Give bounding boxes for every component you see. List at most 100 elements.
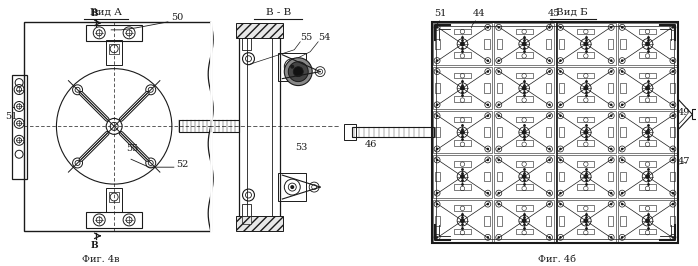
Circle shape [621, 236, 623, 239]
Circle shape [559, 236, 562, 239]
Bar [558, 83, 564, 93]
Circle shape [498, 59, 500, 62]
Circle shape [487, 103, 489, 106]
Bar [431, 22, 678, 243]
Bar [621, 127, 625, 137]
Circle shape [460, 174, 465, 179]
Bar [556, 23, 616, 65]
Circle shape [498, 148, 500, 150]
Bar [179, 120, 239, 132]
Circle shape [548, 70, 551, 73]
Circle shape [671, 159, 674, 161]
Circle shape [559, 103, 562, 106]
Bar [454, 73, 471, 78]
Circle shape [645, 174, 650, 179]
Bar [608, 83, 613, 93]
Bar [454, 52, 471, 57]
Bar [558, 39, 564, 49]
Bar [87, 25, 142, 41]
Circle shape [671, 192, 674, 194]
Bar [484, 127, 490, 137]
Circle shape [621, 59, 623, 62]
Circle shape [584, 130, 588, 135]
Bar [556, 200, 616, 242]
Bar [494, 200, 554, 242]
Circle shape [487, 114, 489, 117]
Bar [435, 39, 440, 49]
Circle shape [436, 236, 438, 239]
Bar [639, 140, 656, 146]
Circle shape [436, 159, 438, 161]
Circle shape [548, 236, 551, 239]
Bar [621, 83, 625, 93]
Bar [435, 172, 440, 181]
Circle shape [436, 70, 438, 73]
Circle shape [284, 58, 312, 86]
Circle shape [621, 26, 623, 29]
Bar [639, 185, 656, 190]
Bar [454, 140, 471, 146]
Circle shape [621, 203, 623, 205]
Text: 47: 47 [678, 157, 690, 166]
Circle shape [621, 70, 623, 73]
Bar [24, 22, 211, 231]
Circle shape [610, 114, 613, 117]
Text: 53: 53 [295, 143, 308, 152]
Bar [577, 117, 595, 122]
Circle shape [548, 203, 551, 205]
Bar [577, 185, 595, 190]
Circle shape [498, 159, 500, 161]
Circle shape [487, 159, 489, 161]
Bar [484, 39, 490, 49]
Circle shape [498, 103, 500, 106]
Circle shape [288, 62, 309, 82]
Circle shape [460, 218, 465, 223]
Bar [669, 172, 675, 181]
Bar [433, 111, 492, 153]
Bar [494, 67, 554, 109]
Bar [433, 200, 492, 242]
Circle shape [487, 203, 489, 205]
Circle shape [610, 236, 613, 239]
Bar [235, 23, 283, 38]
Bar [352, 127, 433, 137]
Circle shape [487, 26, 489, 29]
Bar [577, 52, 595, 57]
Circle shape [645, 130, 650, 135]
Circle shape [621, 114, 623, 117]
Bar [494, 155, 554, 198]
Circle shape [548, 103, 551, 106]
Circle shape [460, 86, 465, 91]
Circle shape [548, 59, 551, 62]
Bar [621, 172, 625, 181]
Circle shape [559, 192, 562, 194]
Bar [608, 127, 613, 137]
Text: Фиг. 4б: Фиг. 4б [538, 255, 576, 264]
Bar [577, 28, 595, 34]
Circle shape [548, 114, 551, 117]
Circle shape [610, 192, 613, 194]
Circle shape [671, 26, 674, 29]
Circle shape [521, 130, 526, 135]
Bar [577, 96, 595, 102]
Circle shape [671, 114, 674, 117]
Circle shape [559, 148, 562, 150]
Bar [12, 75, 27, 179]
Circle shape [621, 103, 623, 106]
Circle shape [584, 86, 588, 91]
Circle shape [584, 174, 588, 179]
Bar [639, 161, 656, 167]
Bar [546, 127, 551, 137]
Bar [577, 73, 595, 78]
Circle shape [487, 59, 489, 62]
Text: В - В: В - В [266, 8, 291, 17]
Bar [239, 35, 281, 219]
Bar [454, 161, 471, 167]
Bar [577, 205, 595, 211]
Circle shape [559, 70, 562, 73]
Bar [516, 161, 533, 167]
Circle shape [498, 203, 500, 205]
Circle shape [548, 148, 551, 150]
Circle shape [584, 41, 588, 46]
Circle shape [610, 203, 613, 205]
